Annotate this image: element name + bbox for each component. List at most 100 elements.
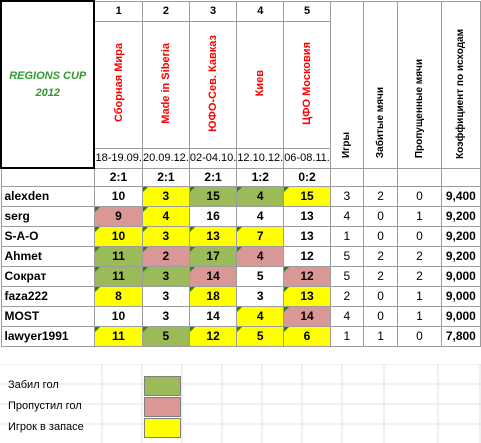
match-score: 0:2 xyxy=(283,167,331,187)
prediction-cell: 5 xyxy=(236,325,285,347)
prediction-cell: 7 xyxy=(236,225,285,247)
prediction-cell: 8 xyxy=(93,285,143,307)
prediction-cell: 5 xyxy=(141,325,190,347)
prediction-cell: 13 xyxy=(283,205,331,227)
prediction-cell: 4 xyxy=(236,305,285,327)
score-row-empty xyxy=(362,167,399,187)
games-played: 2 xyxy=(329,285,364,307)
prediction-cell: 11 xyxy=(93,265,143,287)
player-row: alexden 10 3 15 4 15 3 2 0 9,400 xyxy=(0,185,481,207)
player-row: faza222 8 3 18 3 13 2 0 1 9,000 xyxy=(0,285,481,307)
title-line-2: 2012 xyxy=(35,86,60,99)
prediction-cell: 3 xyxy=(141,305,190,327)
player-name: Ahmet xyxy=(0,245,95,267)
goals-scored: 0 xyxy=(362,225,399,247)
title-line-1: REGIONS CUP xyxy=(9,69,87,82)
stat-header-cell: Коэффициент по исходам xyxy=(440,0,481,169)
prediction-cell: 13 xyxy=(283,225,331,247)
goals-scored: 2 xyxy=(362,245,399,267)
player-row: lawyer1991 11 5 12 5 6 1 1 0 7,800 xyxy=(0,325,481,347)
match-date: 18-19.09. xyxy=(93,147,143,169)
match-name: Сборная Мира xyxy=(112,43,125,123)
legend-item: Игрок в запасе xyxy=(0,418,200,438)
prediction-cell: 3 xyxy=(236,285,285,307)
prediction-cell: 4 xyxy=(236,245,285,267)
prediction-cell: 4 xyxy=(141,205,190,227)
prediction-cell: 2 xyxy=(141,245,190,267)
legend-item: Забил гол xyxy=(0,376,200,396)
goals-scored: 0 xyxy=(362,205,399,227)
prediction-cell: 11 xyxy=(93,245,143,267)
prediction-cell: 13 xyxy=(283,285,331,307)
legend-label: Игрок в запасе xyxy=(8,421,84,433)
prediction-cell: 14 xyxy=(188,305,238,327)
match-name-cell: Сборная Мира xyxy=(93,20,143,149)
legend-label: Пропустил гол xyxy=(8,400,82,412)
match-score: 2:1 xyxy=(141,167,190,187)
stat-header-cell: Забитые мячи xyxy=(362,0,399,169)
goals-scored: 1 xyxy=(362,325,399,347)
prediction-cell: 6 xyxy=(283,325,331,347)
player-row: Сократ 11 3 14 5 12 5 2 2 9,000 xyxy=(0,265,481,287)
prediction-cell: 13 xyxy=(188,225,238,247)
results-table: REGIONS CUP 2012 1 2 3 4 5 Игры Забитые мячи Пр… xyxy=(0,0,481,347)
goals-conceded: 2 xyxy=(397,265,442,287)
prediction-cell: 14 xyxy=(188,265,238,287)
match-score: 2:1 xyxy=(93,167,143,187)
goals-conceded: 1 xyxy=(397,305,442,327)
goals-scored: 0 xyxy=(362,305,399,327)
prediction-cell: 12 xyxy=(283,265,331,287)
match-number: 1 xyxy=(93,0,143,22)
empty-sheet-grid xyxy=(0,364,481,443)
coefficient: 9,000 xyxy=(440,285,481,307)
player-name: S-A-O xyxy=(0,225,95,247)
match-name-cell: Made in Siberia xyxy=(141,20,190,149)
prediction-cell: 14 xyxy=(283,305,331,327)
games-played: 5 xyxy=(329,265,364,287)
match-name: ЮФО-Сев. Кавказ xyxy=(207,34,220,132)
prediction-cell: 10 xyxy=(93,305,143,327)
goals-scored: 2 xyxy=(362,265,399,287)
goals-scored: 2 xyxy=(362,185,399,207)
games-played: 3 xyxy=(329,185,364,207)
games-played: 5 xyxy=(329,245,364,267)
match-date: 20.09.12. xyxy=(141,147,190,169)
prediction-cell: 10 xyxy=(93,225,143,247)
player-row: Ahmet 11 2 17 4 12 5 2 2 9,200 xyxy=(0,245,481,267)
games-played: 4 xyxy=(329,305,364,327)
coefficient: 9,400 xyxy=(440,185,481,207)
stat-header: Коэффициент по исходам xyxy=(455,28,467,159)
stat-header-cell: Игры xyxy=(329,0,364,169)
games-played: 4 xyxy=(329,205,364,227)
goals-conceded: 1 xyxy=(397,205,442,227)
player-row: serg 9 4 16 4 13 4 0 1 9,200 xyxy=(0,205,481,227)
goals-conceded: 0 xyxy=(397,325,442,347)
stat-header: Пропущенные мячи xyxy=(413,59,425,159)
coefficient: 9,000 xyxy=(440,305,481,327)
match-name-cell: Киев xyxy=(236,20,285,149)
match-name-cell: ЦФО Московия xyxy=(283,20,331,149)
match-date: 06-08.11. xyxy=(283,147,331,169)
coefficient: 7,800 xyxy=(440,325,481,347)
goals-conceded: 0 xyxy=(397,225,442,247)
match-number: 4 xyxy=(236,0,285,22)
player-name: MOST xyxy=(0,305,95,327)
match-date: 12.10.12. xyxy=(236,147,285,169)
match-name: ЦФО Московия xyxy=(301,41,314,125)
coefficient: 9,200 xyxy=(440,245,481,267)
match-name: Киев xyxy=(254,69,267,97)
prediction-cell: 4 xyxy=(236,205,285,227)
match-number: 5 xyxy=(283,0,331,22)
legend-item: Пропустил гол xyxy=(0,397,200,417)
goals-scored: 0 xyxy=(362,285,399,307)
player-name: alexden xyxy=(0,185,95,207)
stat-header: Игры xyxy=(341,132,353,159)
match-number: 2 xyxy=(141,0,190,22)
prediction-cell: 11 xyxy=(93,325,143,347)
player-name: faza222 xyxy=(0,285,95,307)
prediction-cell: 18 xyxy=(188,285,238,307)
prediction-cell: 3 xyxy=(141,225,190,247)
prediction-cell: 4 xyxy=(236,185,285,207)
prediction-cell: 15 xyxy=(283,185,331,207)
goals-conceded: 2 xyxy=(397,245,442,267)
